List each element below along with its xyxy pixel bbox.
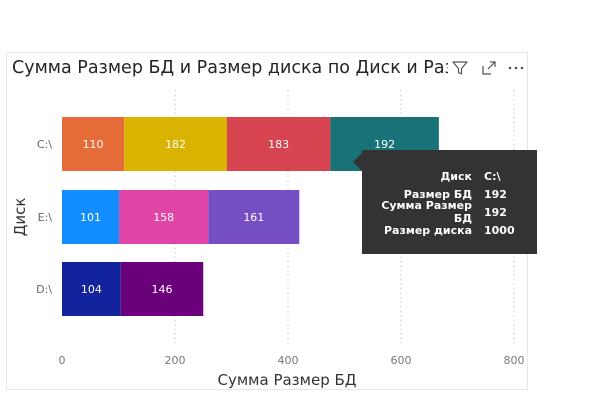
filter-icon[interactable] [451, 59, 469, 77]
bar-segment[interactable] [208, 190, 300, 244]
data-label: 192 [374, 138, 395, 151]
data-label: 146 [152, 283, 173, 296]
bar-segment[interactable] [62, 190, 120, 244]
y-axis-title: Диск [11, 198, 29, 237]
bar-segment[interactable] [120, 262, 204, 316]
tooltip-value: 1000 [484, 223, 515, 237]
data-label: 101 [80, 211, 101, 224]
bar-segment[interactable] [119, 190, 209, 244]
tooltip-row: Размер БД 192 [362, 185, 537, 203]
tooltip-key: Сумма Размер БД [381, 199, 472, 225]
tooltip-key: Размер БД [403, 187, 472, 201]
x-tick-label: 400 [278, 354, 299, 367]
focus-mode-icon[interactable] [480, 59, 498, 77]
y-tick-label: C:\ [37, 138, 52, 151]
data-label: 161 [243, 211, 264, 224]
data-label: 183 [268, 138, 289, 151]
tooltip-value: 192 [484, 205, 507, 219]
data-label: 110 [83, 138, 104, 151]
x-tick-label: 0 [59, 354, 66, 367]
y-tick-label: D:\ [36, 283, 52, 296]
tooltip-key: Диск [440, 169, 473, 183]
tooltip-row: Диск C:\ [362, 167, 537, 185]
x-axis-title: Сумма Размер БД [218, 371, 357, 389]
tooltip-row: Размер диска 1000 [362, 221, 537, 239]
data-label: 158 [153, 211, 174, 224]
tooltip-value: C:\ [484, 169, 501, 183]
y-tick-label: E:\ [38, 211, 53, 224]
x-tick-label: 800 [504, 354, 525, 367]
x-tick-label: 600 [391, 354, 412, 367]
bar-segment[interactable] [226, 117, 331, 171]
tooltip-value: 192 [484, 187, 507, 201]
x-tick-label: 200 [165, 354, 186, 367]
tooltip-key: Размер диска [383, 223, 472, 237]
tooltip-row: Сумма Размер БД 192 [362, 199, 537, 225]
bar-segment[interactable] [62, 117, 125, 171]
bar-segment[interactable] [62, 262, 121, 316]
data-label: 104 [81, 283, 102, 296]
more-options-icon[interactable] [507, 59, 525, 77]
chart-title: Сумма Размер БД и Размер диска по Диск и… [12, 58, 448, 78]
bar-segment[interactable] [124, 117, 227, 171]
tooltip: Диск C:\ Размер БД 192 Сумма Размер БД 1… [353, 150, 537, 254]
axis-ticks: 0 200 400 600 800 C:\ E:\ D:\ [36, 138, 524, 367]
data-label: 182 [165, 138, 186, 151]
